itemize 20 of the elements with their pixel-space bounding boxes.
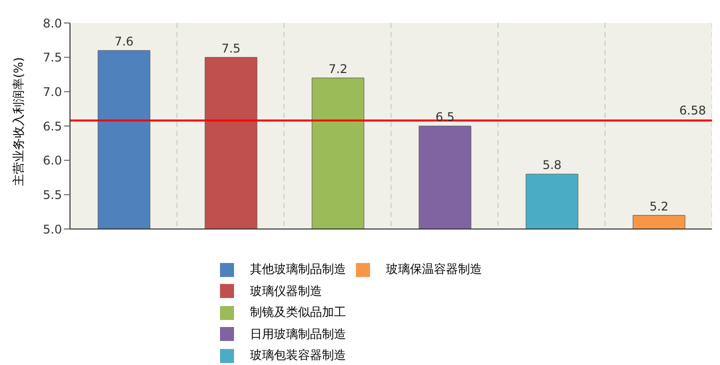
y-tick-label: 6.0 xyxy=(42,154,62,168)
legend-label: 玻璃保温容器制造 xyxy=(386,261,482,278)
y-axis-title: 主营业务收入利润率(%) xyxy=(11,57,26,186)
legend-label: 其他玻璃制品制造 xyxy=(250,261,346,278)
y-tick-label: 6.5 xyxy=(42,119,62,134)
legend-label: 日用玻璃制品制造 xyxy=(250,326,346,343)
y-tick-label: 7.0 xyxy=(42,84,62,99)
y-tick-label: 5.0 xyxy=(42,222,62,236)
data-label: 7.6 xyxy=(114,34,134,48)
y-tick-label: 5.5 xyxy=(42,188,62,202)
y-tick-label: 7.5 xyxy=(42,50,62,65)
legend-label: 制镜及类似品加工 xyxy=(250,304,346,322)
data-label: 7.2 xyxy=(328,62,348,76)
data-label: 5.2 xyxy=(649,199,669,214)
data-label: 7.5 xyxy=(221,41,241,56)
legend-label: 玻璃包装容器制造 xyxy=(250,347,346,364)
y-tick-label: 8.0 xyxy=(42,16,62,30)
ref-line-label: 6.58 xyxy=(679,104,706,118)
legend-label: 玻璃仪器制造 xyxy=(250,282,322,300)
data-label: 5.8 xyxy=(542,158,562,172)
